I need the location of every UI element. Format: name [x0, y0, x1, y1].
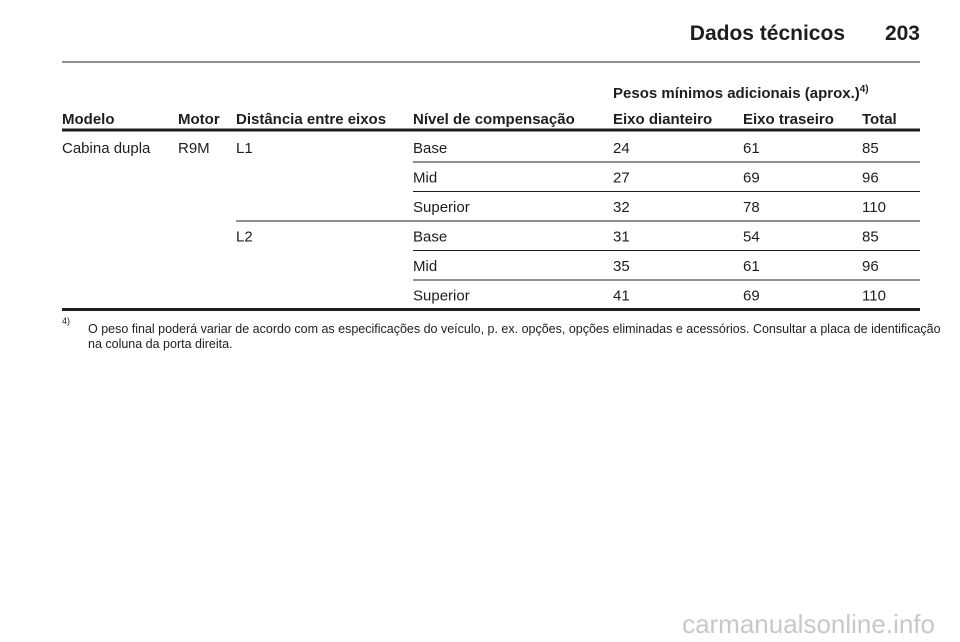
footnote-line: na coluna da porta direita. — [88, 337, 233, 351]
table-cell: 32 — [613, 199, 630, 216]
page-title: Dados técnicos — [690, 22, 845, 45]
table-cell: Superior — [413, 199, 470, 216]
watermark: carmanualsonline.info — [682, 609, 935, 639]
note-marker: 4) — [860, 84, 869, 95]
column-header: Modelo — [62, 111, 115, 128]
table-cell: 54 — [743, 229, 760, 246]
column-header: Distância entre eixos — [236, 111, 386, 128]
column-header: Nível de compensação — [413, 111, 575, 128]
table-cell: 69 — [743, 170, 760, 187]
table-cell: 41 — [613, 288, 630, 305]
table-cell: 27 — [613, 170, 630, 187]
column-header: Total — [862, 111, 897, 128]
table-cell: R9M — [178, 140, 210, 157]
table-cell: 61 — [743, 258, 760, 275]
table-cell: 110 — [862, 288, 886, 305]
footnote-line: O peso final poderá variar de acordo com… — [88, 322, 941, 336]
table-cell: Cabina dupla — [62, 140, 151, 157]
page-number: 203 — [885, 22, 920, 45]
table-cell: Base — [413, 229, 447, 246]
table-cell: 61 — [743, 140, 760, 157]
table-cell: L1 — [236, 140, 253, 157]
table-cell: Mid — [413, 170, 437, 187]
group-header-text: Pesos mínimos adicionais (aprox.) — [613, 85, 860, 102]
table-cell: 85 — [862, 229, 879, 246]
column-header: Motor — [178, 111, 220, 128]
column-header: Eixo traseiro — [743, 111, 834, 128]
group-header: Pesos mínimos adicionais (aprox.)4) — [613, 84, 869, 102]
table-cell: 110 — [862, 199, 886, 216]
footnote-marker: 4) — [62, 316, 70, 326]
table-cell: 24 — [613, 140, 630, 157]
table-cell: 31 — [613, 229, 630, 246]
table-cell: L2 — [236, 229, 253, 246]
table-cell: 78 — [743, 199, 760, 216]
table-cell: Base — [413, 140, 447, 157]
column-header: Eixo dianteiro — [613, 111, 712, 128]
table-cell: Mid — [413, 258, 437, 275]
table-cell: 96 — [862, 258, 879, 275]
table-cell: 69 — [743, 288, 760, 305]
table-cell: 35 — [613, 258, 630, 275]
table-cell: 96 — [862, 170, 879, 187]
table-cell: 85 — [862, 140, 879, 157]
table-cell: Superior — [413, 288, 470, 305]
